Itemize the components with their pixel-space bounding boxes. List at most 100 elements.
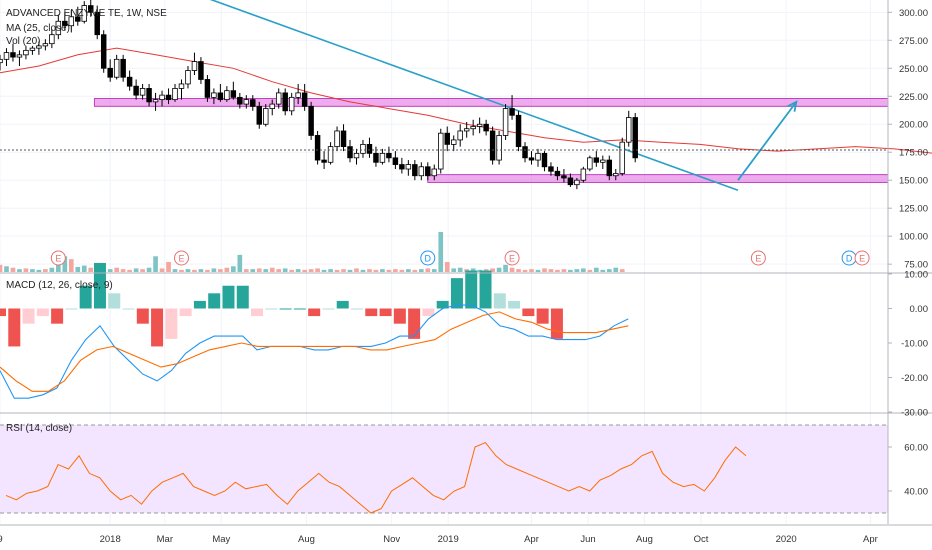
volume-bar — [62, 256, 68, 272]
volume-legend: Vol (20) — [6, 36, 40, 47]
candle-body — [412, 164, 418, 177]
y-tick-label: 275.00 — [899, 36, 928, 47]
candle-body — [580, 168, 587, 181]
candle-body — [625, 117, 632, 143]
volume-bar — [581, 268, 586, 272]
event-marker — [750, 250, 766, 266]
candle-body — [425, 166, 431, 177]
volume-bar — [17, 269, 22, 272]
volume-bar — [613, 267, 619, 272]
macd-histogram-bar — [222, 285, 235, 309]
volume-bar — [23, 268, 29, 272]
candle-body — [619, 141, 625, 174]
y-tick-label: 225.00 — [899, 92, 928, 103]
candle-body — [399, 164, 405, 170]
candle-body — [301, 92, 308, 107]
candle-body — [457, 130, 463, 141]
y-tick-label: 300.00 — [899, 8, 928, 19]
candle-body — [392, 157, 399, 165]
macd-histogram-bar — [465, 270, 478, 309]
macd-histogram-bar — [479, 270, 492, 309]
volume-bar — [153, 256, 158, 272]
candle-body — [587, 157, 593, 170]
candle-body — [353, 152, 360, 159]
event-marker-label: E — [178, 254, 184, 264]
volume-bar — [205, 269, 210, 272]
candle-body — [3, 52, 10, 60]
volume-bar — [393, 269, 398, 272]
volume-bar — [256, 268, 262, 272]
candle-body — [139, 88, 146, 96]
volume-bar — [211, 268, 217, 272]
event-marker-label: D — [846, 254, 853, 264]
x-tick-label: May — [212, 534, 230, 545]
volume-bar — [308, 269, 314, 272]
y-tick-label: 200.00 — [899, 120, 928, 131]
volume-bar — [360, 269, 366, 272]
volume-bar — [315, 268, 320, 272]
candle-body — [379, 152, 386, 163]
ma-legend: MA (25, close) — [6, 23, 70, 34]
macd-line — [0, 304, 629, 399]
candle-body — [496, 135, 502, 161]
candle-body — [126, 76, 133, 87]
candle-body — [405, 164, 412, 170]
macd-histogram-bar — [122, 308, 135, 310]
volume-bar — [444, 262, 450, 272]
volume-bar — [237, 254, 243, 272]
volume-bar — [140, 269, 145, 272]
panel-labels: ADVANCED ENZYME TE, 1W, NSE MA (25, clos… — [6, 8, 167, 434]
candle-body — [340, 130, 347, 148]
macd-histogram-bar — [208, 293, 221, 309]
volume-bar — [4, 266, 9, 272]
signal-line — [0, 311, 629, 392]
candle-body — [502, 108, 509, 136]
candle-body — [263, 108, 269, 125]
x-tick-label: Aug — [298, 534, 315, 545]
volume-bar — [120, 269, 126, 272]
candle-body — [185, 70, 191, 85]
volume-bar — [568, 269, 573, 272]
candle-body — [269, 103, 275, 109]
candle-body — [16, 54, 23, 58]
volume-bar — [516, 269, 521, 272]
candle-body — [288, 96, 295, 112]
candle-body — [418, 166, 425, 177]
volume-bar — [587, 269, 593, 272]
volume-bar — [406, 269, 411, 272]
volume-bar — [75, 267, 81, 272]
x-tick-label: 2020 — [776, 534, 797, 545]
macd-histogram-bar — [93, 262, 106, 309]
volume-bar — [354, 268, 359, 272]
volume-bar — [503, 264, 508, 272]
x-tick-label: Apr — [863, 534, 878, 545]
y-tick-label: 125.00 — [899, 204, 928, 215]
volume-bar — [159, 268, 165, 272]
volume-bar — [88, 267, 94, 272]
event-marker-label: E — [859, 254, 865, 264]
candle-body — [444, 132, 450, 145]
volume-bar — [328, 269, 333, 272]
candle-body — [0, 58, 3, 64]
volume-bar — [496, 267, 502, 272]
volume-bar — [49, 267, 55, 272]
volume-bar — [43, 269, 48, 272]
volume-bar — [218, 269, 223, 272]
event-marker — [50, 250, 66, 266]
x-tick-label: Nov — [383, 534, 400, 545]
volume-bar — [334, 269, 340, 272]
candle-body — [360, 143, 366, 154]
volume-bar — [231, 266, 236, 272]
volume-bar — [114, 267, 120, 272]
y-tick-label: 0.00 — [910, 304, 929, 315]
macd-histogram-bar — [193, 300, 206, 309]
volume-bar — [606, 269, 612, 272]
candle-body — [334, 130, 340, 148]
event-marker-label: E — [55, 254, 61, 264]
volume-bar — [373, 269, 379, 272]
arrow-shaft — [737, 101, 798, 181]
candle-body — [509, 108, 515, 116]
x-tick-label: 9 — [0, 534, 3, 545]
event-marker-label: E — [509, 254, 515, 264]
